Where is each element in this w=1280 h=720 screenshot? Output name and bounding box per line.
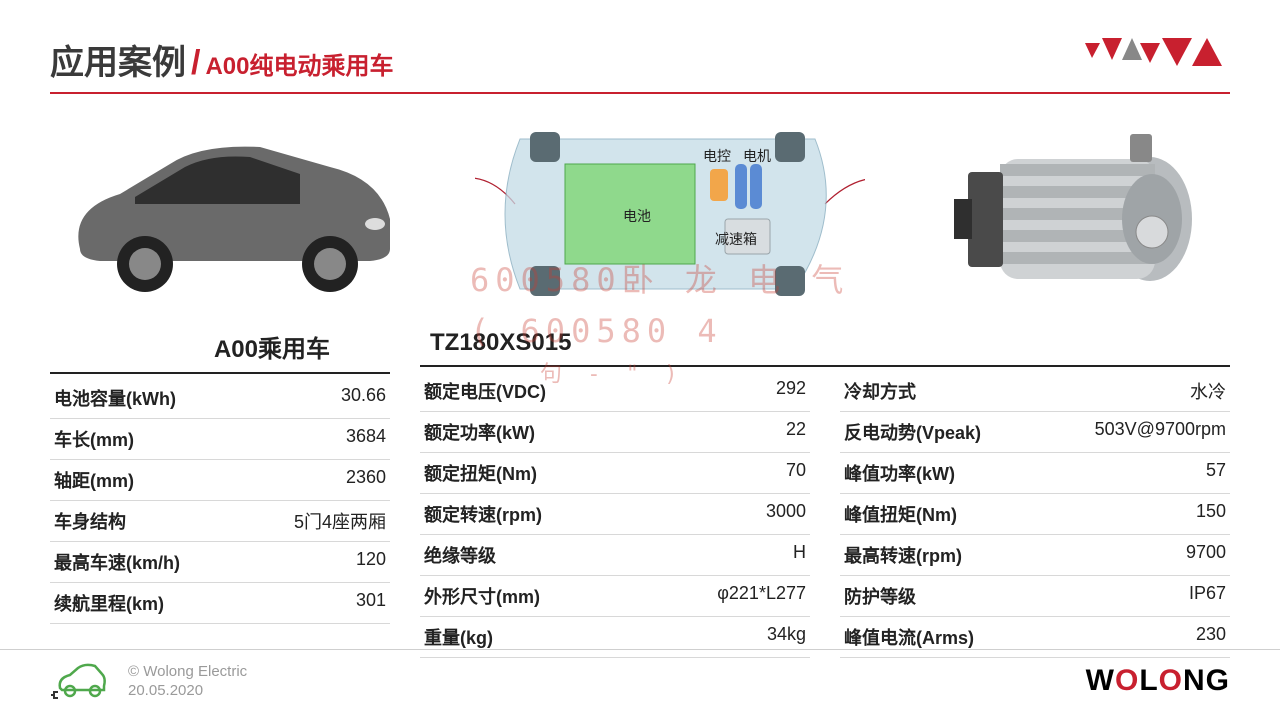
spec-value: 2360 bbox=[346, 467, 386, 493]
title-main: 应用案例 bbox=[50, 35, 186, 84]
brand-logo: WOLONG bbox=[1086, 664, 1230, 698]
chassis-diagram: 电池 电控 电机 减速箱 bbox=[475, 114, 865, 314]
title-separator: / bbox=[191, 44, 200, 83]
spec-label: 反电动势(Vpeak) bbox=[844, 419, 981, 445]
spec-label: 额定转速(rpm) bbox=[424, 501, 542, 527]
spec-label: 重量(kg) bbox=[424, 624, 493, 650]
spec-row: 最高转速(rpm) 9700 bbox=[840, 535, 1230, 576]
spec-label: 车身结构 bbox=[54, 508, 126, 534]
spec-row: 绝缘等级 H bbox=[420, 535, 810, 576]
spec-value: 30.66 bbox=[341, 385, 386, 411]
spec-label: 额定电压(VDC) bbox=[424, 378, 546, 404]
spec-value: 水冷 bbox=[1190, 378, 1226, 404]
spec-row: 电池容量(kWh) 30.66 bbox=[50, 378, 390, 419]
vehicle-table-title: A00乘用车 bbox=[50, 329, 390, 374]
motor-label: 电机 bbox=[743, 146, 771, 166]
spec-row: 冷却方式 水冷 bbox=[840, 371, 1230, 412]
spec-row: 反电动势(Vpeak) 503V@9700rpm bbox=[840, 412, 1230, 453]
spec-row: 额定功率(kW) 22 bbox=[420, 412, 810, 453]
spec-row: 峰值功率(kW) 57 bbox=[840, 453, 1230, 494]
spec-label: 轴距(mm) bbox=[54, 467, 134, 493]
battery-label: 电池 bbox=[623, 206, 651, 226]
spec-value: IP67 bbox=[1189, 583, 1226, 609]
spec-label: 峰值功率(kW) bbox=[844, 460, 955, 486]
spec-row: 最高车速(km/h) 120 bbox=[50, 542, 390, 583]
spec-label: 防护等级 bbox=[844, 583, 916, 609]
motor-image bbox=[930, 114, 1230, 314]
motor-table-title: TZ180XS015 bbox=[420, 329, 1230, 367]
controller-label: 电控 bbox=[703, 146, 731, 166]
spec-label: 峰值扭矩(Nm) bbox=[844, 501, 957, 527]
spec-label: 电池容量(kWh) bbox=[54, 385, 176, 411]
spec-value: 9700 bbox=[1186, 542, 1226, 568]
spec-value: 3684 bbox=[346, 426, 386, 452]
logo-triangles-icon bbox=[1080, 38, 1230, 68]
spec-row: 车身结构 5门4座两厢 bbox=[50, 501, 390, 542]
spec-value: 5门4座两厢 bbox=[294, 508, 386, 534]
motor-spec-table-right: 冷却方式水冷反电动势(Vpeak)503V@9700rpm峰值功率(kW)57峰… bbox=[840, 371, 1230, 658]
spec-value: 120 bbox=[356, 549, 386, 575]
spec-value: 230 bbox=[1196, 624, 1226, 650]
spec-value: 301 bbox=[356, 590, 386, 616]
spec-label: 最高转速(rpm) bbox=[844, 542, 962, 568]
gearbox-label: 减速箱 bbox=[715, 229, 757, 249]
spec-label: 车长(mm) bbox=[54, 426, 134, 452]
spec-value: 3000 bbox=[766, 501, 806, 527]
page-title: 应用案例 / A00纯电动乘用车 bbox=[50, 35, 1230, 84]
title-sub: A00纯电动乘用车 bbox=[205, 46, 393, 81]
spec-value: H bbox=[793, 542, 806, 568]
spec-row: 续航里程(km) 301 bbox=[50, 583, 390, 624]
spec-value: 503V@9700rpm bbox=[1095, 419, 1226, 445]
spec-label: 峰值电流(Arms) bbox=[844, 624, 974, 650]
spec-label: 外形尺寸(mm) bbox=[424, 583, 540, 609]
spec-row: 防护等级 IP67 bbox=[840, 576, 1230, 617]
spec-row: 轴距(mm) 2360 bbox=[50, 460, 390, 501]
spec-label: 额定扭矩(Nm) bbox=[424, 460, 537, 486]
spec-row: 外形尺寸(mm) φ221*L277 bbox=[420, 576, 810, 617]
spec-label: 绝缘等级 bbox=[424, 542, 496, 568]
spec-label: 最高车速(km/h) bbox=[54, 549, 180, 575]
spec-row: 峰值扭矩(Nm) 150 bbox=[840, 494, 1230, 535]
spec-value: 22 bbox=[786, 419, 806, 445]
spec-value: 292 bbox=[776, 378, 806, 404]
spec-label: 续航里程(km) bbox=[54, 590, 164, 616]
spec-value: φ221*L277 bbox=[717, 583, 806, 609]
footer-date: 20.05.2020 bbox=[128, 681, 247, 701]
spec-label: 冷却方式 bbox=[844, 378, 916, 404]
vehicle-image bbox=[50, 119, 410, 309]
spec-value: 70 bbox=[786, 460, 806, 486]
footer-copyright: © Wolong Electric bbox=[128, 662, 247, 682]
spec-row: 额定扭矩(Nm) 70 bbox=[420, 453, 810, 494]
spec-row: 额定电压(VDC) 292 bbox=[420, 371, 810, 412]
ev-car-icon bbox=[50, 660, 110, 702]
spec-label: 额定功率(kW) bbox=[424, 419, 535, 445]
spec-row: 车长(mm) 3684 bbox=[50, 419, 390, 460]
spec-row: 额定转速(rpm) 3000 bbox=[420, 494, 810, 535]
vehicle-spec-table: A00乘用车 电池容量(kWh) 30.66 车长(mm) 3684 轴距(mm) 236… bbox=[50, 329, 390, 658]
spec-value: 150 bbox=[1196, 501, 1226, 527]
motor-spec-table-left: 额定电压(VDC) 292 额定功率(kW) 22 额定扭矩(Nm) 70 额定转速(rpm… bbox=[420, 371, 810, 658]
spec-value: 57 bbox=[1206, 460, 1226, 486]
spec-value: 34kg bbox=[767, 624, 806, 650]
